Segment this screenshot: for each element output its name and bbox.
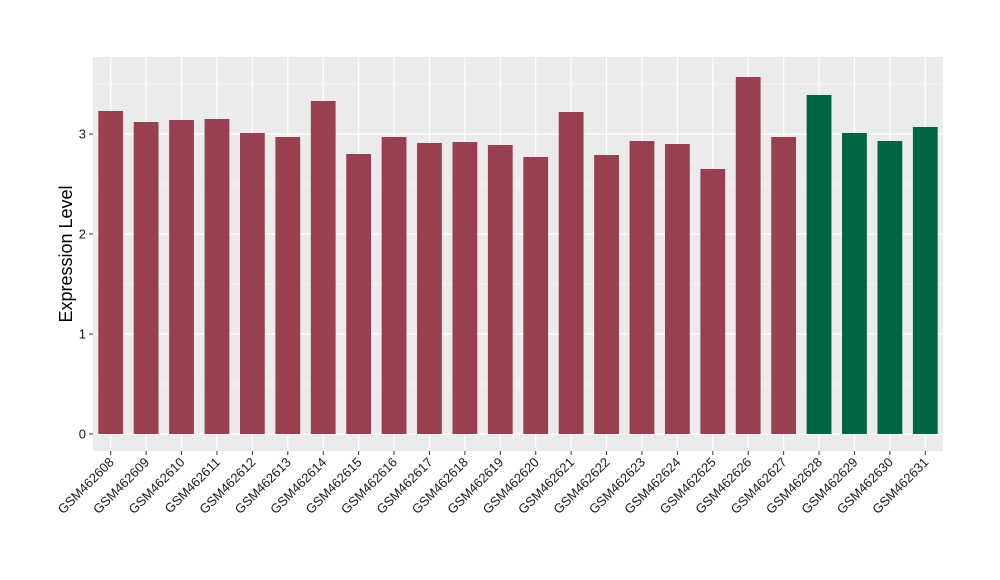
bar <box>487 145 513 434</box>
bar <box>239 133 265 434</box>
bar <box>842 133 867 434</box>
y-axis-title: Expression Level <box>56 185 76 322</box>
plot-panel <box>93 57 943 451</box>
bar <box>417 143 442 434</box>
y-axis: 0 1 2 3 <box>79 127 93 442</box>
bar <box>912 127 938 434</box>
bar <box>806 95 832 434</box>
bar <box>629 141 655 434</box>
bar <box>452 142 478 434</box>
bar <box>700 169 726 434</box>
bar <box>664 144 690 434</box>
bar <box>594 155 619 434</box>
bar-series <box>98 77 938 434</box>
y-tick-label: 0 <box>79 427 86 442</box>
bar <box>98 111 124 434</box>
bar <box>381 137 407 434</box>
bar <box>133 122 159 434</box>
y-tick-label: 3 <box>79 127 86 142</box>
x-axis: GSM462608GSM462609GSM462610GSM462611GSM4… <box>55 451 931 517</box>
bar <box>558 112 584 434</box>
bar <box>735 77 761 434</box>
y-tick-label: 1 <box>79 327 86 342</box>
bar <box>877 141 903 434</box>
bar <box>310 101 336 434</box>
bar <box>523 157 549 434</box>
y-tick-label: 2 <box>79 227 86 242</box>
bar <box>275 137 301 434</box>
bar <box>169 120 194 434</box>
bar <box>204 119 230 434</box>
bar <box>346 154 372 434</box>
bar <box>771 137 797 434</box>
